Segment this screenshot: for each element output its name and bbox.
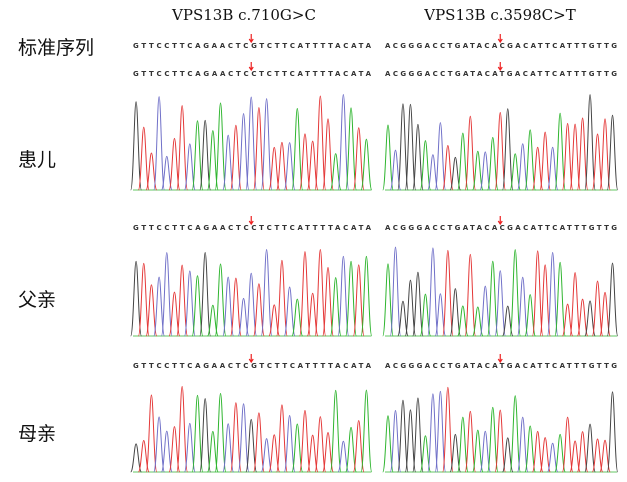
chromatogram-peak [525,295,535,336]
chromatogram-peak [420,294,430,336]
chromatogram-peak [361,139,372,190]
chromatogram-peak [261,99,272,190]
sequence: GTTCCTTCAGAACTCCTCTTCATTTTACATA [133,70,372,78]
chromatogram-peak [450,289,460,336]
chromatogram-peak [555,262,565,336]
chromatogram-peak [383,125,393,190]
chromatogram-peak [138,263,149,336]
chromatogram-peak [495,410,505,472]
chromatogram-peak [607,115,617,190]
sequence: GTTCCTTCAGAACTCGTCTTCATTTTACATA [133,362,372,370]
column-header: VPS13B c.710G>C [171,6,316,24]
chromatogram-peak [413,272,423,336]
chromatogram-peak [570,273,580,336]
chromatogram-peak [607,263,617,336]
chromatogram-peak [443,387,453,472]
chromatogram-peak [465,411,475,472]
chromatogram-peak [138,127,149,190]
sequence: ACGGGACCTGATACATGACATTCATTTGTTG [385,70,617,78]
chromatogram-peak [200,399,211,472]
chromatogram-peak [231,278,242,336]
chromatogram-peak [390,247,400,336]
mutation-arrow [249,62,253,70]
sequence: ACGGGACCTGATACACGACATTCATTTGTTG [385,42,617,50]
chromatogram-peak [502,109,512,190]
chromatogram-peak [413,398,423,472]
sequence: ACGGGACCTGATACATGACATTCATTTGTTG [385,362,617,370]
sequence: GTTCCTTCAGAACTCCTCTTCATTTTACATA [133,224,372,232]
chromatogram-peak [420,436,430,472]
chromatogram-peak [495,271,505,336]
mutation-arrow [498,34,502,42]
mutation-arrow [249,34,253,42]
chromatogram-peak [435,294,445,336]
chromatogram-peak [361,390,372,472]
chromatogram-peak [428,248,438,336]
chromatogram-peak [330,390,341,472]
chromatogram-peak [307,293,318,336]
chromatogram-peak [161,253,172,336]
chromatogram-peak [361,256,372,336]
chromatogram-peak [154,97,165,190]
chromatogram-peak [277,260,288,336]
chromatogram-peak [215,393,226,472]
chromatogram-peak [177,106,188,190]
chromatogram-peak [443,250,453,336]
chromatogram-peak [435,123,445,190]
column-header: VPS13B c.3598C>T [423,6,575,24]
chromatogram-peak [465,254,475,336]
chromatogram-peak [254,413,265,472]
chromatogram-peak [585,424,595,472]
chromatogram-peak [300,410,311,472]
chromatogram-peak [261,249,272,336]
chromatogram-peak [607,392,617,472]
chromatogram-peak [390,150,400,190]
mutation-arrow [249,354,253,362]
chromatogram-peak [502,438,512,472]
row-label: 患儿 [18,149,56,171]
chromatogram-peak [292,108,303,190]
mutation-arrow [498,354,502,362]
chromatogram-peak [177,387,188,472]
chromatogram-peak [465,116,475,190]
mutation-arrow [249,216,253,224]
chromatogram-peak [215,103,226,190]
sequence: ACGGGACCTGATACACGACATTCATTTGTTG [385,224,617,232]
row-label: 父亲 [18,289,56,311]
chromatogram-peak [585,95,595,190]
sequence: GTTCCTTCAGAACTCGTCTTCATTTTACATA [133,42,372,50]
row-label: 标准序列 [18,37,94,59]
chromatogram-peak [300,252,311,336]
chromatogram-peak [292,299,303,336]
chromatogram-peak [200,252,211,336]
chromatogram-peak [510,250,520,336]
mutation-arrow [498,62,502,70]
chromatogram-peak [146,395,157,472]
chromatogram-peak [323,119,334,190]
chromatogram-peak [323,433,334,472]
figure: VPS13B c.710G>C VPS13B c.3598C>T 标准序列 GTT… [0,0,627,482]
chromatogram-peak [562,417,572,472]
row-label: 母亲 [18,423,56,445]
chromatogram-peak [131,102,142,190]
mutation-arrow [498,216,502,224]
